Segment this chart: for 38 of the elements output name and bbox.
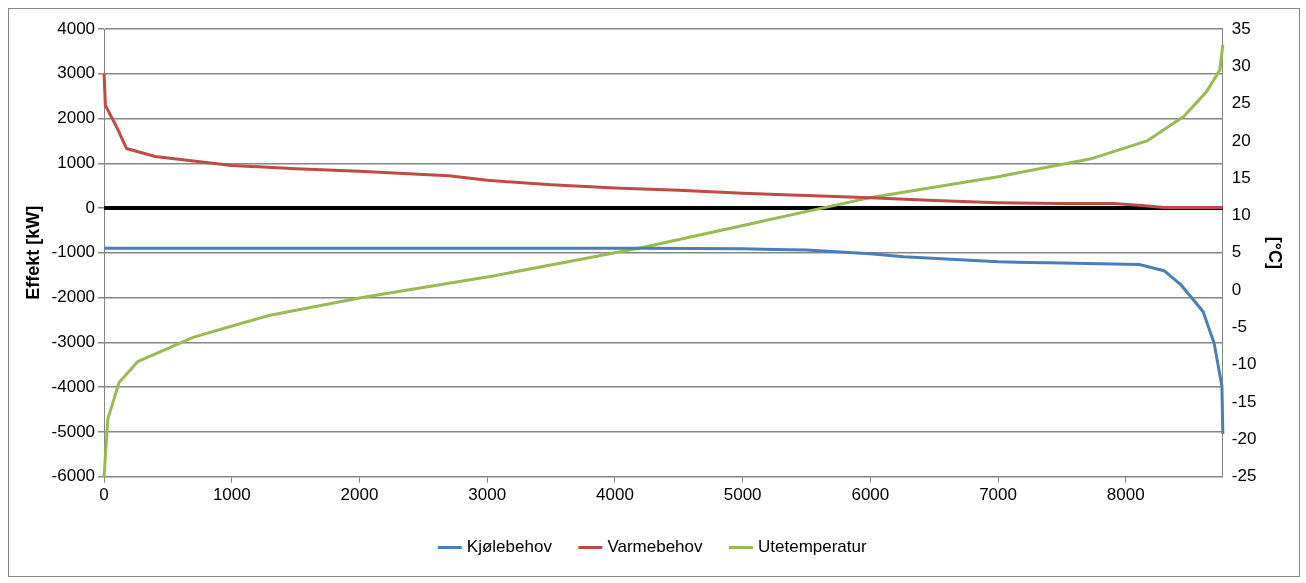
- y-tick-label: 2000: [57, 108, 96, 128]
- y2-tick-label: 0: [1231, 279, 1242, 299]
- y2-axis-title: [°C]: [1265, 236, 1286, 269]
- y-tick-label: -2000: [51, 287, 96, 307]
- y-axis-title: Effekt [kW]: [22, 205, 43, 300]
- y2-tick-label: 25: [1231, 93, 1251, 113]
- legend-label: Utetemperatur: [758, 537, 868, 557]
- x-tick-label: 7000: [979, 485, 1017, 505]
- y-tick-label: -5000: [51, 421, 96, 441]
- y-tick-label: -6000: [51, 466, 96, 486]
- y2-tick-label: 30: [1231, 55, 1251, 75]
- y-tick-label: 3000: [57, 63, 96, 83]
- y2-tick-label: 10: [1231, 205, 1251, 225]
- y-tick-label: 0: [85, 197, 96, 217]
- y2-tick-label: 20: [1231, 130, 1251, 150]
- y2-tick-label: 35: [1231, 18, 1251, 38]
- x-tick-label: 8000: [1106, 485, 1145, 505]
- x-tick-label: 3000: [468, 485, 507, 505]
- y-tick-label: 4000: [57, 18, 96, 38]
- x-tick-label: 1000: [212, 485, 251, 505]
- legend-label: Kjølebehov: [466, 537, 553, 557]
- x-tick-label: 2000: [340, 485, 379, 505]
- x-tick-label: 5000: [723, 485, 762, 505]
- y2-tick-label: -15: [1231, 391, 1257, 411]
- legend-label: Varmebehov: [607, 537, 704, 557]
- y-tick-label: 1000: [57, 152, 96, 172]
- y-tick-label: -1000: [51, 242, 96, 262]
- y-tick-label: -3000: [51, 332, 96, 352]
- y2-tick-label: -25: [1231, 466, 1257, 486]
- y2-tick-label: -5: [1231, 317, 1247, 337]
- x-tick-label: 4000: [596, 485, 634, 505]
- y2-tick-label: -20: [1231, 428, 1257, 448]
- y2-tick-label: -10: [1231, 354, 1257, 374]
- y2-tick-label: 5: [1231, 242, 1242, 262]
- y2-tick-label: 15: [1231, 167, 1251, 187]
- x-tick-label: 0: [99, 485, 109, 505]
- y-tick-label: -4000: [51, 376, 96, 396]
- x-tick-label: 6000: [851, 485, 890, 505]
